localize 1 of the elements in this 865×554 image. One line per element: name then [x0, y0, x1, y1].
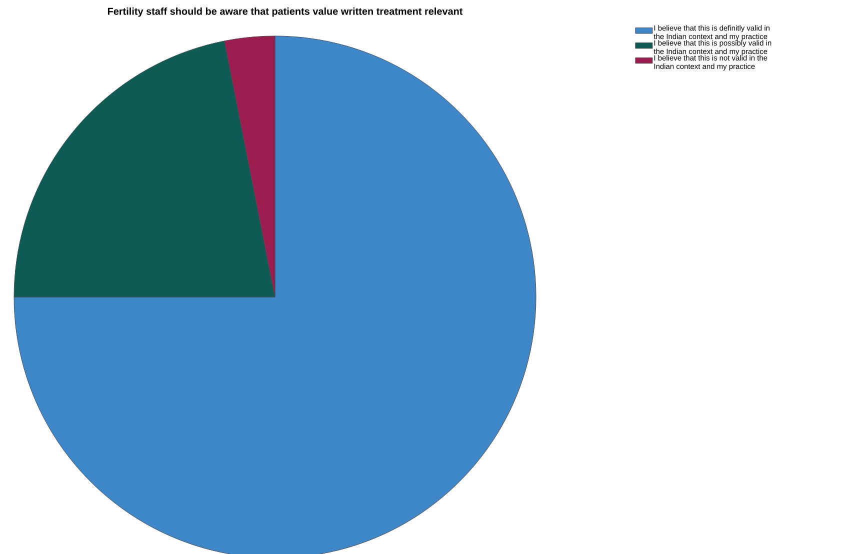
chart-title: Fertility staff should be aware that patients value written treatment relevant: [108, 8, 463, 17]
